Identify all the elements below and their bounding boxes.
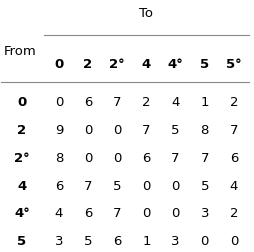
Text: 0: 0 [229,235,237,248]
Text: 3: 3 [171,235,179,248]
Text: 5: 5 [17,235,26,248]
Text: 3: 3 [54,235,63,248]
Text: 0: 0 [171,180,179,193]
Text: 0: 0 [142,180,150,193]
Text: 3: 3 [200,207,208,220]
Text: 5: 5 [199,58,209,71]
Text: 9: 9 [54,124,63,137]
Text: 1: 1 [142,235,150,248]
Text: 8: 8 [200,124,208,137]
Text: 1: 1 [200,96,208,109]
Text: 4: 4 [54,207,63,220]
Text: 5: 5 [84,235,92,248]
Text: 0: 0 [17,96,26,109]
Text: 0: 0 [84,152,92,165]
Text: 0: 0 [113,152,121,165]
Text: 7: 7 [229,124,237,137]
Text: 0: 0 [200,235,208,248]
Text: 6: 6 [113,235,121,248]
Text: 5: 5 [113,180,121,193]
Text: From: From [4,45,37,58]
Text: 4: 4 [17,180,26,193]
Text: 7: 7 [142,124,150,137]
Text: 4°: 4° [167,58,183,71]
Text: 5°: 5° [225,58,241,71]
Text: 4: 4 [171,96,179,109]
Text: 2: 2 [229,96,237,109]
Text: 6: 6 [84,96,92,109]
Text: 0: 0 [54,96,63,109]
Text: 7: 7 [84,180,92,193]
Text: 4: 4 [229,180,237,193]
Text: 6: 6 [54,180,63,193]
Text: 2: 2 [229,207,237,220]
Text: 2: 2 [17,124,26,137]
Text: 6: 6 [84,207,92,220]
Text: 2: 2 [142,96,150,109]
Text: 5: 5 [200,180,208,193]
Text: 7: 7 [200,152,208,165]
Text: 0: 0 [142,207,150,220]
Text: 7: 7 [113,96,121,109]
Text: 2: 2 [83,58,92,71]
Text: 2°: 2° [109,58,124,71]
Text: 0: 0 [54,58,63,71]
Text: 2°: 2° [14,152,30,165]
Text: 0: 0 [171,207,179,220]
Text: To: To [139,7,153,20]
Text: 7: 7 [113,207,121,220]
Text: 5: 5 [171,124,179,137]
Text: 6: 6 [142,152,150,165]
Text: 4°: 4° [14,207,30,220]
Text: 8: 8 [54,152,63,165]
Text: 0: 0 [84,124,92,137]
Text: 4: 4 [141,58,150,71]
Text: 0: 0 [113,124,121,137]
Text: 6: 6 [229,152,237,165]
Text: 7: 7 [171,152,179,165]
